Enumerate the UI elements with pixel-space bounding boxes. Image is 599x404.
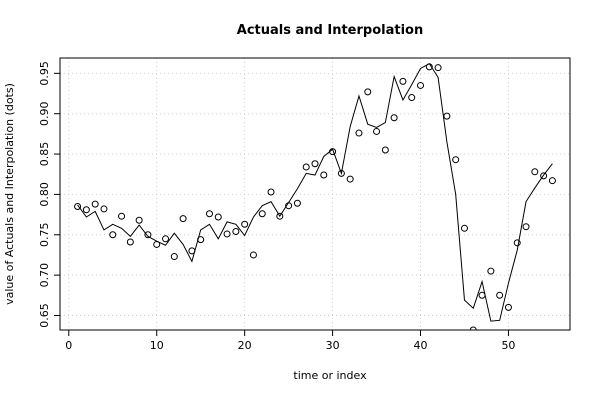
actual-point [170,253,178,261]
axes-layer: 0 10 20 30 40 50 0.65 0.70 0.75 0.80 0.85 0.90 0.95 [38,57,571,352]
y-tick-label: 0.80 [38,182,51,207]
actual-point [135,216,143,224]
actual-point [267,188,275,196]
actual-point [417,81,425,89]
y-tick-label: 0.85 [38,142,51,167]
actual-point [337,169,345,177]
actual-point [100,205,108,213]
x-axis-label: time or index [293,369,367,382]
actual-point [346,175,354,183]
actual-point [399,77,407,85]
actual-point [276,212,284,220]
y-tick-label: 0.95 [38,61,51,86]
actual-point [311,160,319,168]
actual-point [162,235,170,243]
actual-point [531,168,539,176]
actual-point [91,200,99,208]
actual-point [390,114,398,122]
interpolation-line [77,62,553,322]
actual-point [223,230,231,238]
actual-point [126,238,134,246]
actual-point [302,163,310,171]
actual-point [118,212,126,220]
y-tick-label: 0.70 [38,263,51,288]
actual-point [82,206,90,214]
actual-point [258,210,266,218]
actual-point [144,231,152,239]
actual-point [408,94,416,102]
actual-point [504,303,512,311]
data-layer [74,62,556,330]
actual-point [496,291,504,299]
actual-point [522,223,530,231]
actual-point [355,129,363,137]
actual-point [205,210,213,218]
actual-point [381,146,389,154]
actual-point [513,239,521,247]
x-tick-label: 30 [326,339,340,352]
actual-point [487,267,495,275]
x-tick-label: 0 [65,339,72,352]
y-axis-label: value of Actuals and Interpolation (dots… [3,83,16,305]
actual-point [179,215,187,223]
actual-point [364,88,372,96]
actual-point [214,213,222,221]
actual-point [232,228,240,236]
actual-point [460,224,468,232]
actual-point [434,64,442,72]
actual-point [241,220,249,228]
y-tick-label: 0.75 [38,223,51,248]
actual-point [74,203,82,211]
y-tick-label: 0.90 [38,101,51,126]
actual-point [548,177,556,185]
actual-point [373,127,381,135]
y-tick-label: 0.65 [38,303,51,328]
x-tick-label: 50 [501,339,515,352]
actual-point [320,171,328,179]
x-tick-label: 20 [238,339,252,352]
actual-point [293,199,301,207]
x-tick-label: 40 [414,339,428,352]
x-tick-label: 10 [150,339,164,352]
actual-point [469,326,477,330]
actual-point [443,112,451,120]
actual-point [540,172,548,180]
actual-point [452,156,460,164]
grid-layer [60,58,570,330]
chart-title: Actuals and Interpolation [237,23,423,38]
actual-point [109,231,117,239]
actual-point [249,251,257,259]
